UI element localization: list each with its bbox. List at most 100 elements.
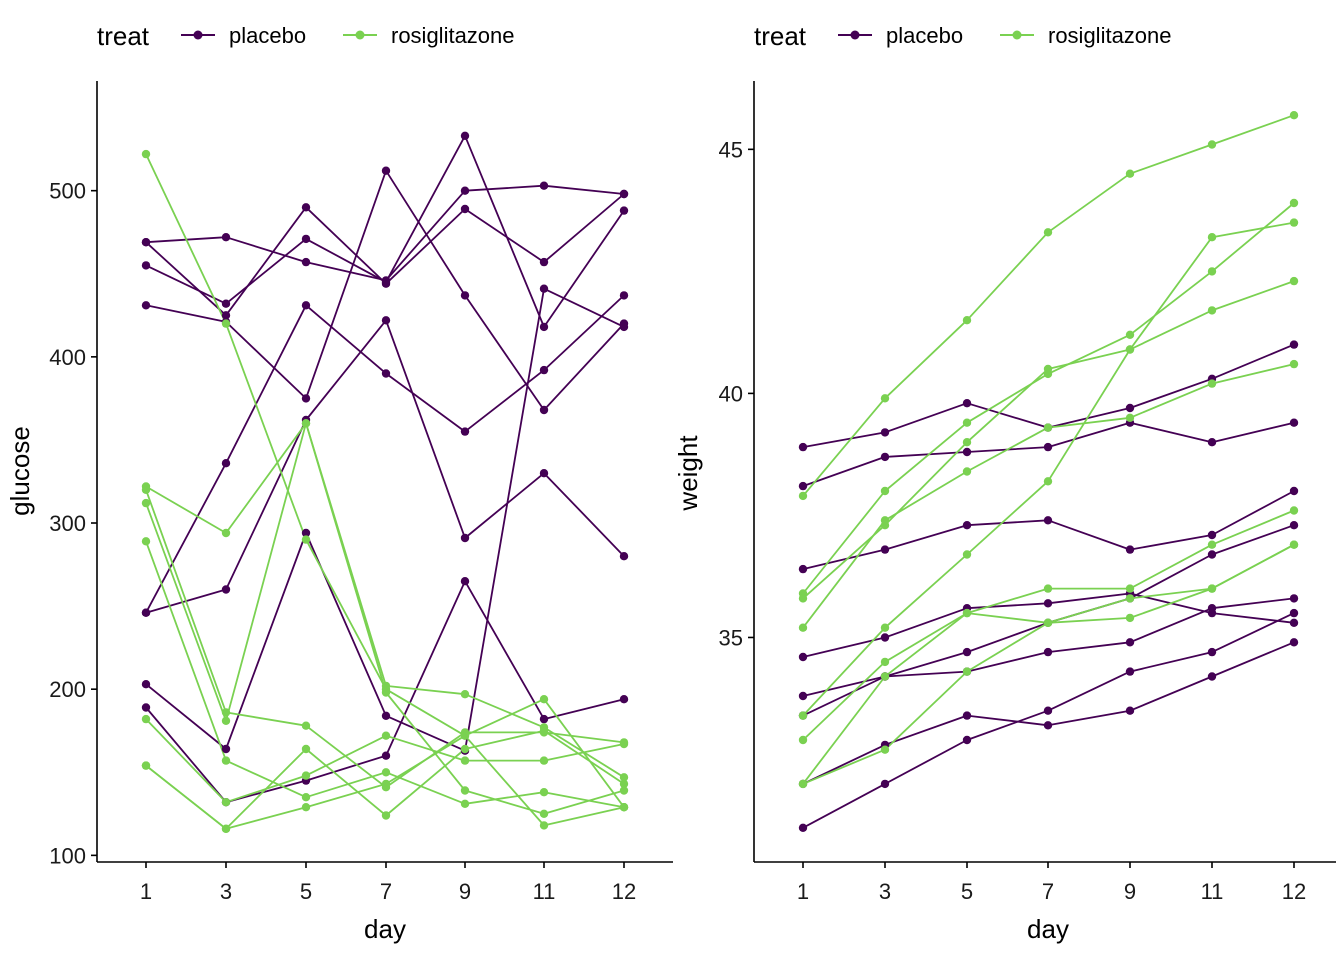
- glucose-data-point-placebo: [141, 680, 151, 689]
- glucose-data-point-placebo: [301, 234, 311, 244]
- glucose-data-point-placebo: [221, 744, 231, 754]
- weight-data-point-placebo: [798, 481, 808, 491]
- weight-data-point-rosiglitazone: [962, 608, 972, 618]
- weight-data-point-placebo: [1043, 721, 1053, 730]
- glucose-data-point-placebo: [381, 316, 391, 325]
- glucose-data-point-rosiglitazone: [619, 739, 629, 749]
- glucose-data-point-placebo: [221, 459, 231, 468]
- weight-data-point-rosiglitazone: [1043, 477, 1053, 486]
- glucose-data-point-placebo: [539, 257, 549, 267]
- weight-data-point-rosiglitazone: [1125, 594, 1135, 603]
- weight-data-point-rosiglitazone: [962, 438, 972, 447]
- glucose-data-point-placebo: [221, 311, 231, 320]
- weight-data-point-rosiglitazone: [1125, 413, 1135, 422]
- glucose-y-tick-label: 400: [49, 345, 86, 370]
- weight-data-point-placebo: [1207, 550, 1217, 559]
- weight-data-point-placebo: [1043, 706, 1053, 715]
- glucose-y-tick-label: 500: [49, 179, 86, 204]
- weight-data-point-rosiglitazone: [1043, 228, 1053, 237]
- weight-data-point-placebo: [1125, 667, 1135, 676]
- weight-data-point-rosiglitazone: [1289, 198, 1299, 208]
- glucose-data-point-placebo: [141, 703, 151, 712]
- weight-data-point-placebo: [1289, 418, 1299, 427]
- weight-data-point-placebo: [962, 647, 972, 657]
- legend-title: treat: [754, 21, 807, 51]
- weight-data-point-placebo: [1289, 594, 1299, 603]
- weight-data-point-rosiglitazone: [1125, 330, 1135, 339]
- weight-data-point-rosiglitazone: [1125, 613, 1135, 623]
- weight-data-point-rosiglitazone: [798, 735, 808, 745]
- glucose-data-point-placebo: [460, 131, 470, 140]
- glucose-data-point-placebo: [619, 695, 629, 704]
- weight-data-point-rosiglitazone: [880, 394, 890, 403]
- glucose-data-point-rosiglitazone: [221, 824, 231, 833]
- weight-data-point-placebo: [1289, 608, 1299, 618]
- weight-data-point-rosiglitazone: [1043, 618, 1053, 627]
- weight-data-point-placebo: [1207, 647, 1217, 657]
- glucose-data-point-rosiglitazone: [301, 793, 311, 802]
- weight-data-point-placebo: [1125, 545, 1135, 554]
- weight-data-point-placebo: [1125, 403, 1135, 413]
- glucose-data-point-placebo: [381, 751, 391, 760]
- weight-data-point-rosiglitazone: [1043, 423, 1053, 432]
- glucose-data-point-placebo: [539, 322, 549, 332]
- glucose-data-point-placebo: [619, 291, 629, 300]
- legend-label-rosiglitazone: rosiglitazone: [1048, 23, 1172, 48]
- glucose-data-point-rosiglitazone: [221, 798, 231, 807]
- glucose-data-point-placebo: [539, 181, 549, 190]
- weight-data-point-placebo: [1043, 647, 1053, 657]
- glucose-data-point-rosiglitazone: [619, 773, 629, 782]
- glucose-data-point-placebo: [619, 322, 629, 332]
- glucose-data-point-placebo: [539, 284, 549, 293]
- weight-data-point-rosiglitazone: [1207, 140, 1217, 149]
- glucose-y-ticks: 100 200 300 400 500: [49, 179, 97, 868]
- glucose-data-point-placebo: [301, 257, 311, 267]
- glucose-data-point-rosiglitazone: [381, 779, 391, 789]
- glucose-data-point-rosiglitazone: [539, 726, 549, 735]
- glucose-data-point-placebo: [301, 203, 311, 212]
- weight-data-point-rosiglitazone: [962, 316, 972, 325]
- weight-data-point-placebo: [962, 447, 972, 457]
- glucose-data-point-placebo: [301, 301, 311, 310]
- glucose-data-point-placebo: [381, 711, 391, 720]
- weight-y-tick-label: 40: [719, 381, 743, 406]
- legend-key-point-rosiglitazone: [355, 30, 365, 40]
- glucose-data-point-rosiglitazone: [141, 485, 151, 494]
- glucose-data-point-placebo: [619, 552, 629, 561]
- glucose-data-point-placebo: [539, 469, 549, 478]
- glucose-data-point-rosiglitazone: [301, 803, 311, 812]
- weight-data-point-rosiglitazone: [962, 667, 972, 676]
- glucose-data-point-rosiglitazone: [539, 695, 549, 704]
- weight-data-point-placebo: [962, 521, 972, 530]
- glucose-data-point-rosiglitazone: [460, 731, 470, 740]
- weight-data-point-placebo: [1207, 530, 1217, 540]
- glucose-data-point-placebo: [460, 291, 470, 300]
- glucose-data-point-placebo: [301, 394, 311, 403]
- glucose-data-point-placebo: [221, 299, 231, 308]
- weight-x-tick-label: 9: [1124, 879, 1136, 904]
- weight-y-ticks: 35 40 45: [719, 137, 754, 650]
- weight-data-point-placebo: [1043, 516, 1053, 525]
- weight-data-point-placebo: [880, 633, 890, 642]
- weight-data-point-rosiglitazone: [880, 516, 890, 525]
- weight-data-point-placebo: [962, 399, 972, 408]
- glucose-data-point-rosiglitazone: [221, 716, 231, 725]
- weight-data-point-placebo: [1207, 604, 1217, 613]
- glucose-data-point-placebo: [619, 206, 629, 215]
- glucose-data-point-rosiglitazone: [381, 731, 391, 740]
- glucose-data-point-placebo: [539, 365, 549, 375]
- weight-data-point-rosiglitazone: [1125, 345, 1135, 354]
- glucose-data-point-placebo: [381, 166, 391, 175]
- weight-data-point-rosiglitazone: [880, 657, 890, 667]
- glucose-data-point-rosiglitazone: [539, 821, 549, 830]
- weight-data-point-placebo: [1207, 672, 1217, 681]
- glucose-data-point-placebo: [141, 261, 151, 270]
- legend-label-placebo: placebo: [886, 23, 963, 48]
- weight-x-ticks: 1 3 5 7 9 11 12: [797, 862, 1306, 904]
- glucose-y-tick-label: 200: [49, 677, 86, 702]
- weight-data-point-rosiglitazone: [1125, 169, 1135, 178]
- weight-data-point-placebo: [1207, 438, 1217, 447]
- glucose-x-tick-label: 7: [380, 879, 392, 904]
- weight-data-point-rosiglitazone: [1207, 306, 1217, 315]
